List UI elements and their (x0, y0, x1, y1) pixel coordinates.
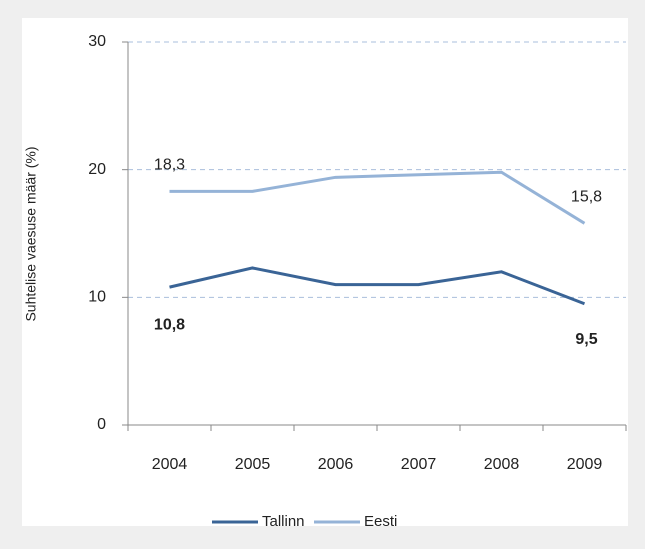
x-tick-label: 2007 (401, 456, 437, 473)
data-label: 9,5 (575, 331, 597, 348)
x-tick-label: 2009 (567, 456, 603, 473)
series-line (169, 170, 586, 225)
x-tick-label: 2004 (152, 456, 188, 473)
data-label: 15,8 (571, 189, 602, 206)
y-tick-label: 30 (88, 33, 106, 50)
data-label: 10,8 (154, 316, 185, 333)
y-tick-label: 0 (97, 416, 106, 433)
y-tick-label: 10 (88, 289, 106, 306)
legend-label: Tallinn (262, 513, 305, 530)
legend-label: Eesti (364, 513, 397, 530)
series-line (169, 266, 586, 306)
data-label: 18,3 (154, 157, 185, 174)
x-tick-label: 2005 (235, 456, 271, 473)
y-axis-label: Suhtelise vaesuse määr (%) (23, 146, 39, 321)
chart-panel (22, 18, 628, 526)
y-tick-label: 20 (88, 161, 106, 178)
x-tick-label: 2006 (318, 456, 354, 473)
x-tick-label: 2008 (484, 456, 520, 473)
